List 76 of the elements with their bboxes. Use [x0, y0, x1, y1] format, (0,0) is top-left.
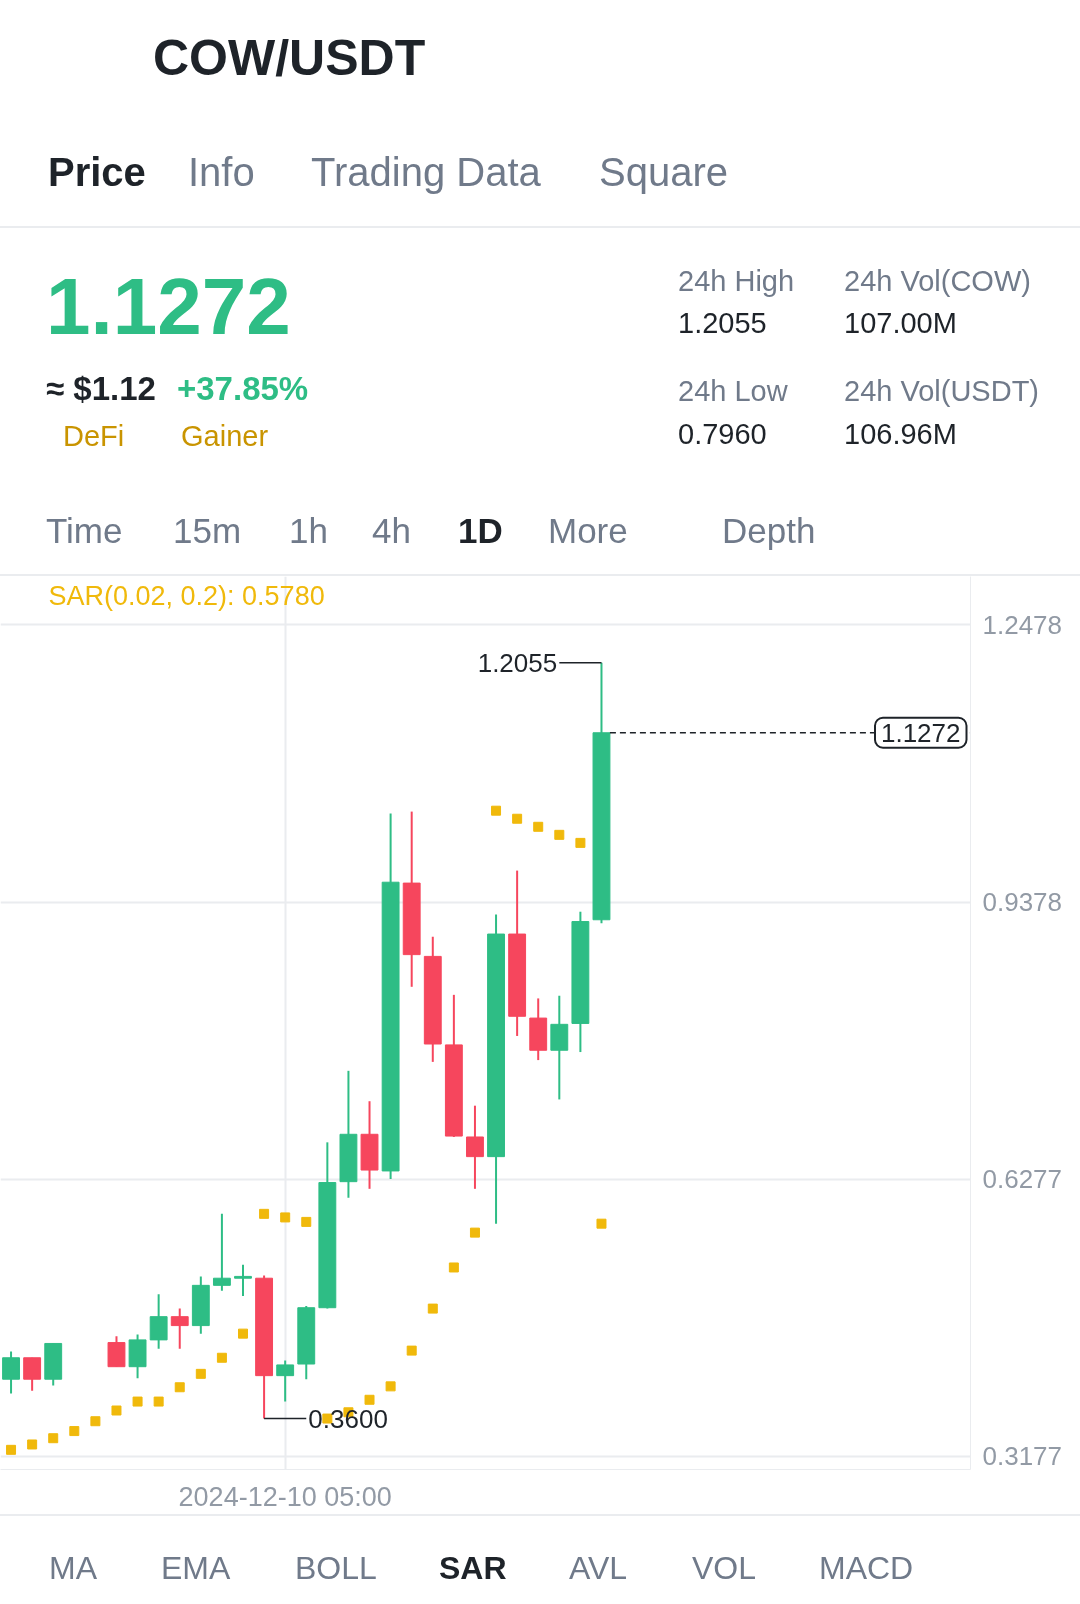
point — [385, 1381, 396, 1392]
point — [48, 1433, 59, 1444]
text: BOLL — [295, 1548, 377, 1588]
point — [6, 1444, 17, 1455]
candlestick — [149, 1293, 168, 1350]
point — [448, 1262, 459, 1273]
text: Gainer — [181, 418, 269, 454]
text: SAR(0.02, 0.2): 0.5780 — [48, 581, 325, 612]
text: VOL — [692, 1548, 757, 1588]
point — [174, 1382, 185, 1393]
text: 24h Vol(USDT) — [844, 373, 1040, 409]
candlestick — [170, 1307, 189, 1350]
annotation: 1.2055 — [477, 647, 558, 678]
point — [132, 1396, 143, 1407]
text: 1h — [289, 510, 328, 552]
text: Square — [599, 149, 728, 196]
y-tick-label: 1.2478 — [982, 609, 1063, 640]
x-tick-label: 2024-12-10 05:00 — [178, 1481, 392, 1512]
candlestick — [466, 1104, 484, 1190]
candlestick — [2, 1350, 20, 1395]
text: 24h High — [678, 263, 795, 299]
point — [153, 1396, 164, 1407]
text: 24h Low — [678, 373, 788, 409]
text: 106.96M — [844, 416, 957, 452]
text: Trading Data — [311, 149, 541, 196]
point — [491, 805, 502, 816]
text: 1.1272 — [46, 261, 291, 353]
y-tick-label: 0.3177 — [982, 1441, 1063, 1472]
point — [301, 1216, 312, 1227]
text: 0.7960 — [678, 416, 767, 452]
text: MA — [49, 1548, 97, 1588]
y-tick-label: 0.9378 — [982, 887, 1063, 918]
text: 15m — [173, 510, 242, 552]
point — [216, 1352, 227, 1363]
text: +37.85% — [177, 369, 309, 409]
text: ≈ $1.12 — [46, 369, 156, 409]
point — [533, 821, 544, 832]
point — [596, 1218, 607, 1229]
candlestick — [212, 1212, 231, 1292]
text: 1.2055 — [678, 305, 767, 341]
candlestick — [234, 1263, 252, 1298]
text: SAR — [439, 1548, 507, 1588]
text: 1D — [458, 510, 503, 552]
point — [111, 1405, 122, 1416]
candlestick — [276, 1359, 295, 1403]
text: Time — [46, 510, 123, 552]
text: 4h — [372, 510, 411, 552]
point — [554, 829, 565, 840]
text: DeFi — [63, 418, 125, 454]
point — [406, 1345, 417, 1356]
point — [259, 1208, 270, 1219]
text: AVL — [569, 1548, 628, 1588]
point — [90, 1416, 101, 1427]
text: Price — [48, 149, 146, 196]
point — [195, 1368, 206, 1379]
point — [280, 1212, 291, 1223]
point — [364, 1394, 375, 1405]
text: 107.00M — [844, 305, 957, 341]
y-tick-label: 0.6277 — [982, 1164, 1063, 1195]
point — [427, 1303, 438, 1314]
text: EMA — [161, 1548, 231, 1588]
point — [469, 1227, 480, 1238]
point — [69, 1426, 80, 1437]
candlestick — [23, 1356, 42, 1392]
text: Info — [188, 149, 255, 196]
point — [27, 1439, 38, 1450]
ref-line-label: 1.1272 — [880, 717, 961, 748]
text: More — [548, 510, 628, 552]
chart-title: COW/USDT — [153, 29, 426, 88]
annotation: 0.3600 — [308, 1403, 388, 1434]
point — [512, 813, 523, 824]
text: MACD — [819, 1548, 914, 1588]
point — [575, 837, 586, 848]
point — [238, 1328, 248, 1339]
text: Depth — [722, 510, 816, 552]
text: 24h Vol(COW) — [844, 263, 1031, 299]
